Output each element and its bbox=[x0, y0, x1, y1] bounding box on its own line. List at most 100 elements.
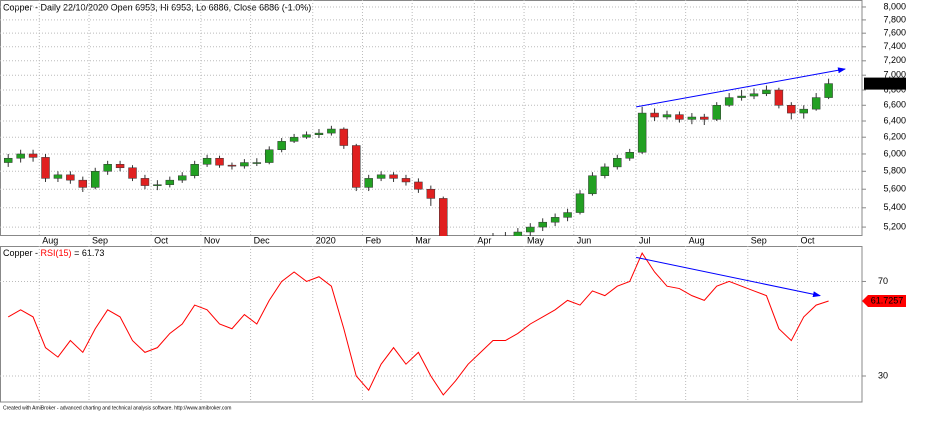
candle-body bbox=[314, 132, 324, 135]
trendline bbox=[636, 67, 846, 108]
candle-body bbox=[439, 198, 448, 236]
y-tick-label: 70 bbox=[878, 276, 888, 286]
x-tick-label: Oct bbox=[801, 235, 816, 245]
candle-body bbox=[762, 89, 771, 95]
price-pane bbox=[0, 0, 863, 236]
candle-body bbox=[165, 179, 175, 185]
candle-body bbox=[115, 164, 125, 169]
last-value-box bbox=[864, 77, 906, 90]
y-tick-label: 5,200 bbox=[883, 221, 906, 231]
candle-body bbox=[799, 108, 808, 114]
last-value-label: 6,886 bbox=[874, 78, 897, 88]
y-tick-label: 5,400 bbox=[883, 202, 906, 212]
candle-body bbox=[650, 112, 659, 118]
y-tick-label: 6,600 bbox=[883, 100, 906, 110]
y-tick-label: 5,600 bbox=[883, 184, 906, 194]
y-tick-label: 7,800 bbox=[883, 14, 906, 24]
candle-body bbox=[426, 188, 436, 199]
candle-body bbox=[563, 212, 572, 218]
rsi-plot bbox=[0, 246, 862, 402]
chart-title: Copper - Daily 22/10/2020 Open 6953, Hi … bbox=[3, 2, 311, 12]
rsi-title: Copper - RSI(15) = 61.73 bbox=[3, 248, 104, 258]
candle-body bbox=[824, 83, 833, 98]
y-tick-label: 7,400 bbox=[883, 41, 906, 51]
candle-body bbox=[3, 157, 13, 163]
candle-body bbox=[662, 114, 672, 118]
candle-body bbox=[550, 217, 560, 223]
y-tick-label: 7,000 bbox=[883, 70, 906, 80]
candle-body bbox=[724, 97, 734, 106]
candle-body bbox=[16, 153, 25, 159]
candle-body bbox=[302, 134, 311, 138]
candle-body bbox=[811, 97, 821, 110]
candle-body bbox=[140, 178, 150, 186]
y-tick-label: 6,400 bbox=[883, 115, 906, 125]
candle-body bbox=[53, 174, 63, 179]
candle-body bbox=[103, 164, 112, 172]
candle-body bbox=[215, 157, 224, 166]
candle-body bbox=[389, 174, 398, 179]
candle-body bbox=[153, 184, 162, 186]
candle-body bbox=[90, 171, 100, 188]
last-value-box bbox=[862, 295, 906, 308]
candle-body bbox=[240, 162, 249, 167]
last-value-label: 61.7257 bbox=[871, 295, 904, 305]
x-tick-label: Mar bbox=[415, 235, 431, 245]
candle-body bbox=[401, 178, 411, 183]
candle-body bbox=[477, 249, 485, 268]
x-tick-label: Jul bbox=[639, 235, 651, 245]
x-tick-label: Oct bbox=[154, 235, 169, 245]
rsi-line bbox=[7, 252, 829, 396]
axes: 5,200 5,400 5,600 5,800 6,000 6,200 6,400 6,600… bbox=[42, 1, 906, 380]
y-tick-label: 5,800 bbox=[883, 166, 906, 176]
price-plot bbox=[0, 0, 862, 268]
candle-body bbox=[737, 95, 746, 98]
candle-body bbox=[414, 181, 423, 190]
rsi-title-prefix: Copper - bbox=[3, 248, 38, 258]
candle-body bbox=[28, 153, 38, 158]
x-tick-label: Jun bbox=[577, 235, 592, 245]
candle-body bbox=[526, 226, 535, 233]
candle-body bbox=[376, 174, 386, 179]
x-tick-label: Apr bbox=[477, 235, 491, 245]
candle-body bbox=[625, 152, 634, 159]
candle-body bbox=[501, 237, 509, 238]
x-tick-label: Dec bbox=[254, 235, 271, 245]
candle-body bbox=[265, 149, 274, 163]
x-tick-label: Sep bbox=[92, 235, 108, 245]
candle-body bbox=[637, 112, 647, 153]
x-tick-label: Feb bbox=[365, 235, 381, 245]
candle-body bbox=[712, 105, 721, 120]
footer: Created with AmiBroker - advanced charti… bbox=[3, 405, 231, 411]
candle-body bbox=[613, 157, 622, 168]
y-tick-label: 7,600 bbox=[883, 28, 906, 38]
candle-body bbox=[190, 164, 199, 176]
candle-body bbox=[787, 105, 796, 114]
x-tick-label: Nov bbox=[204, 235, 221, 245]
x-tick-label: Aug bbox=[689, 235, 705, 245]
candle-body bbox=[66, 174, 75, 181]
y-tick-label: 30 bbox=[878, 370, 888, 380]
candle-body bbox=[227, 164, 237, 167]
candle-body bbox=[364, 178, 373, 188]
candle-body bbox=[600, 166, 610, 176]
candle-body bbox=[277, 141, 286, 150]
candle-body bbox=[513, 231, 523, 236]
candle-body bbox=[687, 116, 697, 120]
candle-body bbox=[339, 128, 349, 146]
x-tick-label: 2020 bbox=[316, 235, 336, 245]
candle-body bbox=[575, 193, 585, 213]
candle-body bbox=[774, 89, 784, 106]
rsi-series-name: RSI(15) bbox=[41, 248, 72, 258]
candle-body bbox=[78, 179, 88, 188]
trendline bbox=[636, 256, 821, 298]
y-tick-label: 6,000 bbox=[883, 148, 906, 158]
candle-body bbox=[700, 116, 709, 120]
candle-body bbox=[352, 145, 361, 188]
rsi-pane bbox=[0, 246, 863, 403]
x-tick-label: Sep bbox=[751, 235, 767, 245]
candle-body bbox=[41, 157, 50, 179]
candle-body bbox=[538, 221, 547, 228]
candle-body bbox=[289, 136, 299, 142]
